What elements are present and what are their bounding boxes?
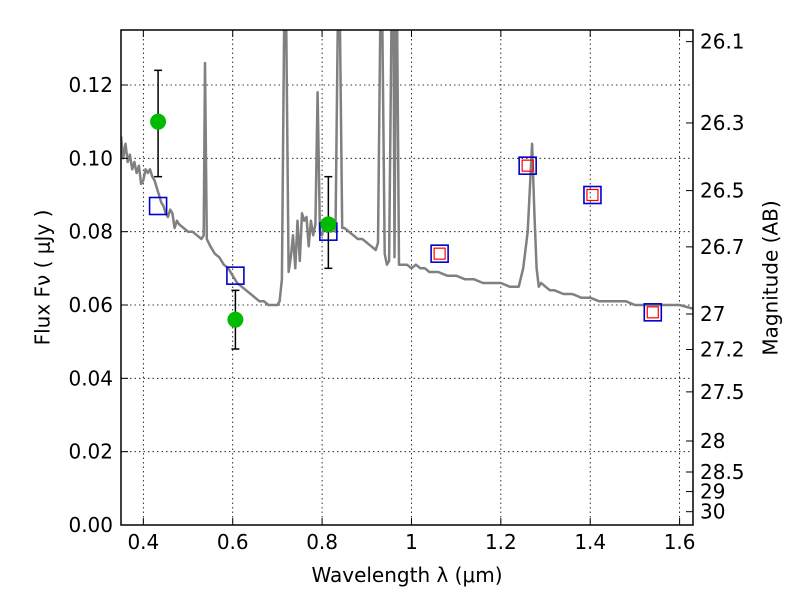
x-tick-label: 1.6 [664,530,696,554]
y-tick-label: 0.04 [68,366,113,390]
y-tick-label: 0.12 [68,73,113,97]
model-flux-marker [583,185,602,205]
model-flux-marker [226,266,245,285]
grid-lines [121,30,693,526]
y-tick-label: 0.02 [68,440,113,464]
model-flux-inner-marker [586,188,599,202]
mag-tick-label: 30 [700,500,725,524]
x-axis-title: Wavelength λ (μm) [311,563,502,587]
y-tick-label: 0.08 [68,220,113,244]
observed-flux-point [227,311,244,328]
mag-tick-label: 26.1 [700,30,745,54]
x-tick-label: 1.2 [485,530,517,554]
marker-layer [148,69,663,350]
mag-tick-label: 26.5 [700,179,745,203]
model-flux-inner-marker [646,306,659,319]
mag-tick-label: 28.5 [700,460,745,484]
mag-tick-label: 27 [700,302,725,326]
spectrum-layer [121,30,693,310]
x-tick-label: 1.4 [574,530,606,554]
mag-tick-label: 28 [700,429,725,453]
model-flux-inner-marker [433,247,446,260]
spectrum-line [121,30,693,310]
model-flux-marker [643,303,663,322]
tick-layer: 0.4 0.6 0.8 1 1.2 1.4 1.6 0.00 0.02 0.04 0.06 0.08 0… [68,30,744,554]
mag-tick-label: 26.7 [700,235,745,259]
x-tick-label: 0.8 [306,530,338,554]
model-flux-marker [518,156,537,175]
mag-tick-label: 27.2 [700,338,745,362]
x-tick-label: 0.4 [127,530,159,554]
mag-tick-label: 27.5 [700,380,745,404]
y-tick-label: 0.06 [68,293,113,317]
observed-flux-point [320,216,337,233]
right-axis-title: Magnitude (AB) [759,200,783,355]
x-tick-label: 0.6 [217,530,249,554]
y-tick-label: 0.00 [68,513,113,537]
observed-flux-point [150,113,167,130]
x-tick-label: 1 [405,530,418,554]
model-flux-inner-marker [521,159,534,172]
model-flux-marker [148,196,168,216]
model-flux-marker [430,244,449,263]
mag-tick-label: 26.3 [700,111,745,135]
plot-frame [120,29,694,526]
y-axis-title: Flux Fν ( μJy ) [31,210,55,346]
mag-tick-label: 29 [700,480,725,504]
y-tick-label: 0.10 [68,146,113,170]
